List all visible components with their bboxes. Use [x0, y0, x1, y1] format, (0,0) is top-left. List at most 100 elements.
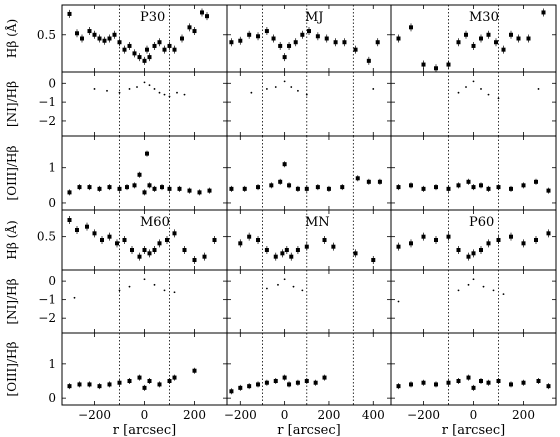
data-point [322, 375, 327, 380]
panel-frames [61, 4, 557, 406]
data-point [377, 179, 382, 184]
data-point [456, 248, 461, 252]
data-point [247, 32, 252, 37]
data-point [497, 97, 500, 100]
data-point [132, 183, 137, 188]
x-tick-label: −200 [78, 408, 111, 422]
data-point [128, 88, 131, 90]
chart-marks [67, 8, 551, 395]
x-tick-label: 200 [317, 408, 340, 422]
data-point [396, 36, 401, 41]
data-point [375, 40, 380, 45]
data-point [183, 93, 186, 96]
data-point [167, 43, 172, 48]
data-point [409, 25, 413, 30]
data-point [85, 224, 89, 229]
data-point [295, 380, 300, 385]
chart-labels: 0.5 Hβ (Å) 0 −1 −2 [NI]/Hβ 0 1 [OIII]/Hβ 0.5 Hβ (Å… [4, 10, 535, 437]
panel-name: M30 [469, 10, 499, 25]
x-tick-label: 400 [362, 408, 385, 422]
data-point [496, 185, 501, 190]
data-point [409, 382, 413, 387]
y-tick-label: 0.5 [37, 28, 56, 42]
data-point [278, 179, 283, 184]
data-point [75, 228, 79, 232]
data-point [282, 375, 287, 380]
y-tick-label: 0 [48, 391, 56, 405]
x-tick-label: −200 [224, 408, 257, 422]
x-tick-label: 0 [470, 408, 478, 422]
data-point [67, 218, 72, 222]
data-point [122, 47, 127, 52]
data-point [446, 186, 451, 191]
data-point [256, 382, 261, 387]
data-point [421, 186, 426, 191]
data-point [409, 241, 413, 246]
y-tick-label: 0 [48, 196, 56, 210]
data-point [283, 80, 286, 83]
data-point [147, 55, 152, 60]
data-point [353, 47, 358, 52]
data-point [471, 185, 476, 190]
data-point [501, 47, 506, 52]
data-point [315, 185, 320, 190]
data-point [162, 47, 167, 52]
y-tick-label: 0 [48, 274, 56, 288]
data-point [207, 188, 212, 193]
data-point [521, 380, 526, 385]
data-point [273, 379, 278, 383]
data-point [546, 231, 551, 236]
data-point [396, 244, 401, 249]
data-point [494, 40, 498, 45]
data-point [152, 186, 157, 191]
data-point [92, 32, 97, 37]
panel-frame [226, 332, 392, 406]
panel-name: M60 [140, 215, 170, 230]
data-point [264, 29, 269, 34]
data-point [115, 241, 119, 246]
data-point [333, 40, 338, 45]
panel-frame [61, 332, 228, 406]
data-point [546, 188, 551, 193]
data-point [87, 29, 92, 34]
data-point [93, 88, 96, 90]
data-point [342, 40, 347, 45]
data-point [324, 36, 329, 41]
data-point [509, 32, 513, 37]
data-point [546, 384, 551, 389]
data-point [168, 95, 171, 98]
y-tick-label: −1 [38, 95, 56, 109]
data-point [304, 186, 309, 191]
data-point [160, 185, 164, 190]
data-point [534, 238, 538, 242]
data-point [145, 47, 149, 52]
data-point [247, 384, 252, 389]
data-point [467, 283, 470, 286]
data-point [282, 162, 287, 167]
data-point [300, 32, 305, 37]
data-point [486, 380, 491, 385]
data-point [287, 43, 292, 48]
y-tick-label: −1 [38, 293, 56, 307]
data-point [67, 190, 72, 195]
data-point [153, 88, 156, 90]
y-tick-label: 1 [48, 161, 56, 175]
data-point [158, 91, 161, 94]
data-point [87, 382, 92, 387]
data-point [457, 91, 460, 94]
data-point [541, 10, 546, 15]
data-point [148, 84, 151, 87]
data-point [487, 93, 490, 96]
data-point [152, 248, 157, 252]
data-point [167, 379, 172, 383]
data-point [434, 66, 438, 71]
data-point [457, 289, 460, 292]
data-point [278, 43, 283, 48]
data-point [212, 238, 217, 242]
data-point [147, 251, 152, 256]
data-point [479, 248, 483, 252]
data-point [256, 185, 261, 190]
data-point [80, 36, 84, 41]
data-point [292, 285, 295, 288]
data-point [421, 234, 426, 239]
